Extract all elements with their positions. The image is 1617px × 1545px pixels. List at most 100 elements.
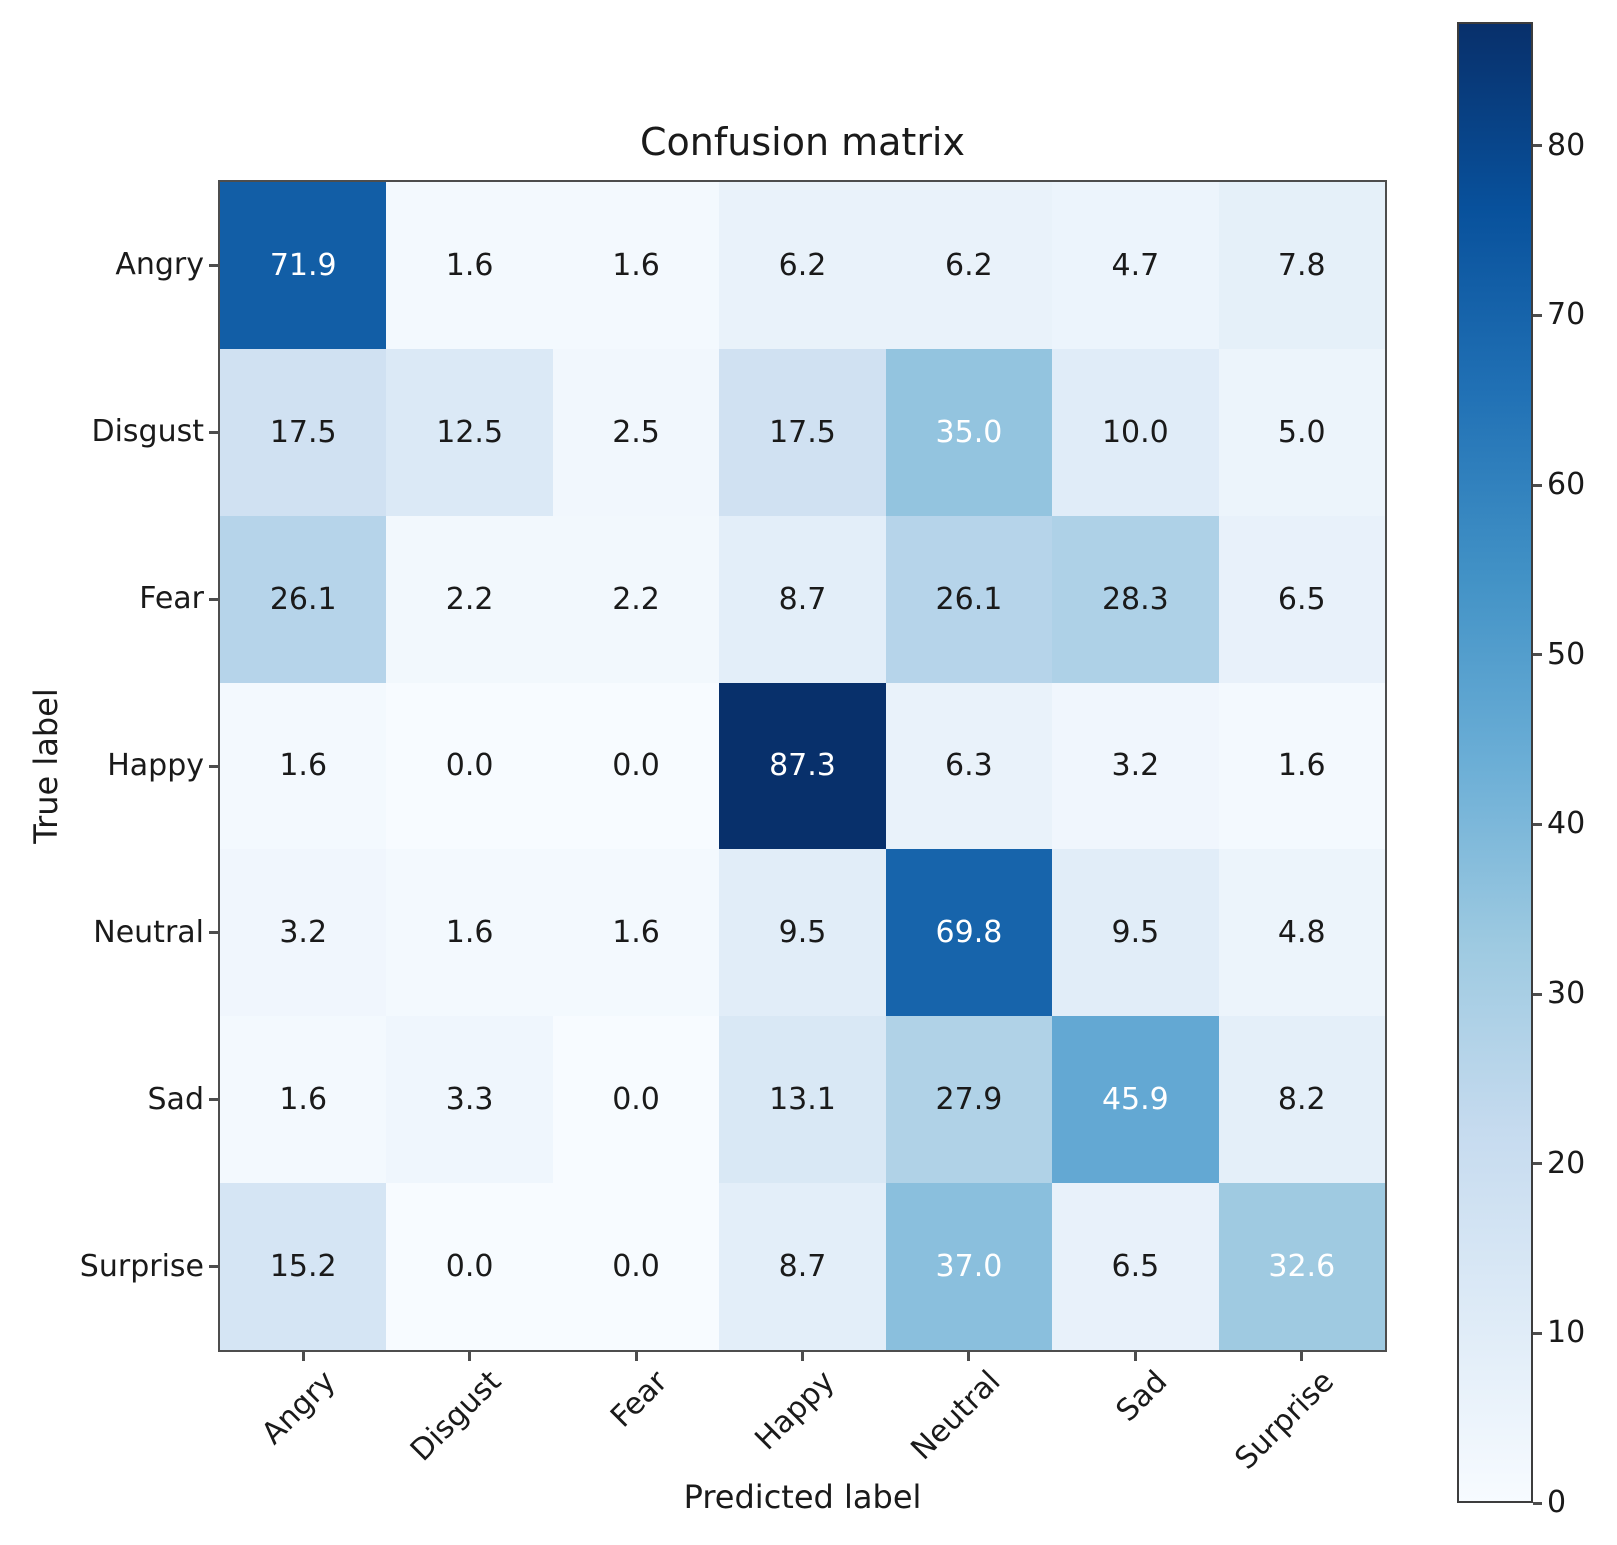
matrix-cell-angry-disgust: 1.6 (386, 182, 553, 349)
matrix-cell-happy-neutral: 6.3 (885, 682, 1053, 850)
colorbar-tick-label-60: 60 (1547, 467, 1586, 503)
matrix-cell-happy-happy: 87.3 (719, 682, 886, 850)
matrix-cell-angry-happy: 6.2 (719, 182, 886, 349)
matrix-cell-neutral-fear: 1.6 (552, 849, 720, 1017)
y-tick-mark (209, 1098, 218, 1102)
matrix-cell-angry-sad: 4.7 (1052, 182, 1219, 349)
x-tick-label-fear: Fear (604, 1364, 675, 1435)
matrix-cell-fear-disgust: 2.2 (386, 515, 553, 683)
colorbar-tick-mark (1533, 1331, 1542, 1335)
matrix-cell-sad-happy: 13.1 (719, 1016, 886, 1184)
x-tick-mark (1133, 1352, 1137, 1361)
matrix-cell-surprise-angry: 15.2 (220, 1183, 387, 1350)
y-tick-label-disgust: Disgust (91, 414, 204, 450)
x-tick-label-surprise: Surprise (1227, 1364, 1341, 1477)
matrix-cell-surprise-fear: 0.0 (552, 1183, 720, 1350)
x-tick-mark (301, 1352, 305, 1361)
x-tick-mark (1300, 1352, 1304, 1361)
colorbar-tick-mark (1533, 483, 1542, 487)
colorbar-tick-mark (1533, 653, 1542, 657)
matrix-cell-sad-angry: 1.6 (220, 1016, 387, 1184)
y-tick-label-neutral: Neutral (93, 914, 204, 950)
colorbar-tick-mark (1533, 822, 1542, 826)
colorbar-tick-label-50: 50 (1547, 636, 1586, 672)
matrix-cell-fear-neutral: 26.1 (885, 515, 1053, 683)
x-tick-mark (801, 1352, 804, 1361)
matrix-cell-happy-surprise: 1.6 (1218, 682, 1385, 850)
matrix-cell-fear-surprise: 6.5 (1218, 515, 1385, 683)
matrix-cell-angry-surprise: 7.8 (1218, 182, 1385, 349)
x-tick-mark (468, 1352, 472, 1361)
colorbar-tick-label-40: 40 (1547, 806, 1586, 842)
colorbar-tick-label-70: 70 (1547, 297, 1586, 333)
colorbar-tick-mark (1533, 1501, 1542, 1505)
x-tick-label-neutral: Neutral (904, 1364, 1008, 1468)
y-tick-mark (209, 263, 218, 267)
matrix-cell-neutral-surprise: 4.8 (1218, 849, 1385, 1017)
x-tick-label-angry: Angry (254, 1364, 342, 1452)
colorbar-tick-mark (1533, 144, 1542, 148)
matrix-cell-fear-sad: 28.3 (1052, 515, 1219, 683)
matrix-cell-happy-sad: 3.2 (1052, 682, 1219, 850)
colorbar-tick-label-80: 80 (1547, 127, 1586, 163)
colorbar-tick-label-10: 10 (1547, 1315, 1586, 1351)
y-tick-label-angry: Angry (115, 247, 204, 283)
matrix-cell-disgust-sad: 10.0 (1052, 348, 1219, 516)
x-tick-label-happy: Happy (748, 1364, 842, 1458)
y-tick-mark (209, 430, 218, 434)
colorbar-tick-label-20: 20 (1547, 1145, 1586, 1181)
matrix-cell-disgust-disgust: 12.5 (386, 348, 553, 516)
colorbar-tick-mark (1533, 313, 1542, 317)
y-tick-label-happy: Happy (107, 748, 204, 783)
matrix-cell-angry-fear: 1.6 (552, 182, 720, 349)
matrix-cell-neutral-disgust: 1.6 (386, 849, 553, 1017)
matrix-cell-neutral-sad: 9.5 (1052, 849, 1219, 1017)
chart-title: Confusion matrix (640, 120, 965, 164)
matrix-cell-angry-angry: 71.9 (220, 182, 387, 349)
matrix-cell-happy-fear: 0.0 (552, 682, 720, 850)
colorbar-tick-mark (1533, 992, 1542, 996)
matrix-cell-neutral-neutral: 69.8 (885, 849, 1053, 1017)
y-tick-mark (209, 1265, 218, 1269)
matrix-cell-sad-disgust: 3.3 (386, 1016, 553, 1184)
x-tick-label-sad: Sad (1109, 1364, 1175, 1429)
matrix-cell-sad-sad: 45.9 (1052, 1016, 1219, 1184)
matrix-cell-surprise-neutral: 37.0 (885, 1183, 1053, 1350)
matrix-cell-surprise-happy: 8.7 (719, 1183, 886, 1350)
y-tick-mark (209, 597, 218, 601)
colorbar-tick-label-30: 30 (1547, 976, 1586, 1012)
matrix-cell-surprise-sad: 6.5 (1052, 1183, 1219, 1350)
matrix-cell-neutral-angry: 3.2 (220, 849, 387, 1017)
colorbar (1457, 22, 1533, 1503)
y-tick-mark (209, 931, 218, 935)
matrix-cell-neutral-happy: 9.5 (719, 849, 886, 1017)
matrix-cell-disgust-neutral: 35.0 (885, 348, 1053, 516)
matrix-cell-disgust-angry: 17.5 (220, 348, 387, 516)
matrix-cell-disgust-surprise: 5.0 (1218, 348, 1385, 516)
heatmap-grid: 71.9 1.6 1.6 6.2 6.2 4.7 7.8 17.5 12.5 2.5 17.5 35.… (220, 182, 1385, 1350)
x-tick-mark (967, 1352, 971, 1361)
matrix-cell-sad-fear: 0.0 (552, 1016, 720, 1184)
x-axis-label: Predicted label (683, 1478, 922, 1516)
y-tick-label-surprise: Surprise (79, 1248, 204, 1284)
matrix-cell-sad-surprise: 8.2 (1218, 1016, 1385, 1184)
y-tick-label-sad: Sad (147, 1081, 204, 1117)
y-tick-label-fear: Fear (139, 581, 204, 617)
colorbar-tick-mark (1533, 1162, 1542, 1166)
matrix-cell-sad-neutral: 27.9 (885, 1016, 1053, 1184)
matrix-cell-disgust-fear: 2.5 (552, 348, 720, 516)
matrix-cell-disgust-happy: 17.5 (719, 348, 886, 516)
matrix-cell-surprise-surprise: 32.6 (1218, 1183, 1385, 1350)
colorbar-tick-label-0: 0 (1547, 1485, 1567, 1520)
matrix-cell-fear-angry: 26.1 (220, 515, 387, 683)
matrix-cell-fear-happy: 8.7 (719, 515, 886, 683)
matrix-cell-angry-neutral: 6.2 (885, 182, 1053, 349)
matrix-cell-happy-angry: 1.6 (220, 682, 387, 850)
x-tick-mark (634, 1352, 638, 1361)
x-tick-label-disgust: Disgust (404, 1364, 509, 1469)
matrix-cell-happy-disgust: 0.0 (386, 682, 553, 850)
y-tick-mark (209, 764, 218, 768)
matrix-cell-surprise-disgust: 0.0 (386, 1183, 553, 1350)
matrix-cell-fear-fear: 2.2 (552, 515, 720, 683)
